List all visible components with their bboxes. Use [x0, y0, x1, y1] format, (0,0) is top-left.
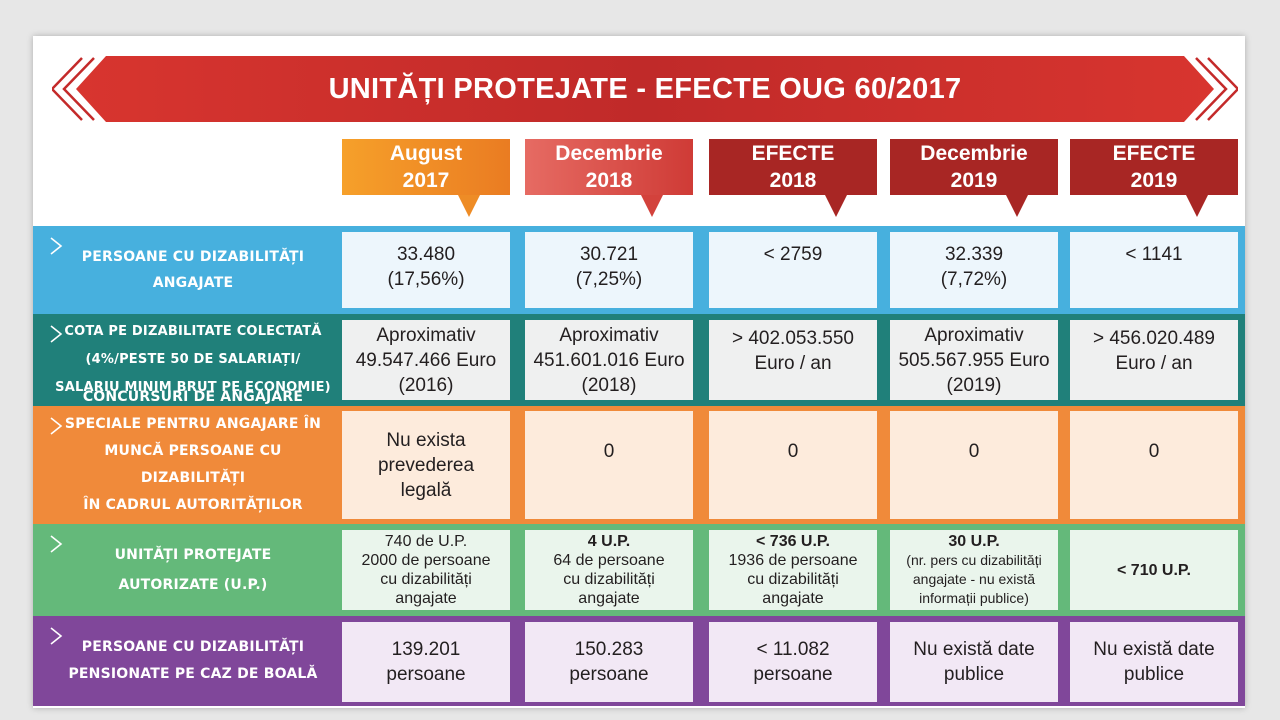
table-cell: Aproximativ 451.601.016 Euro (2018) [525, 320, 693, 400]
table-cell: < 710 U.P. [1070, 530, 1238, 610]
table-cell: 4 U.P. 64 de persoane cu dizabilități angaj… [525, 530, 693, 610]
table-cell: 139.201 persoane [342, 622, 510, 702]
table-cell: < 1141 [1070, 232, 1238, 308]
column-header-decembrie-2019: Decembrie 2019 [890, 139, 1058, 217]
column-header-august-2017: August 2017 [342, 139, 510, 217]
table-cell: 740 de U.P. 2000 de persoane cu dizabilită… [342, 530, 510, 610]
table-cell: 150.283 persoane [525, 622, 693, 702]
column-header-efecte-2018: EFECTE 2018 [709, 139, 877, 217]
banner-shape [52, 56, 1238, 122]
title-banner: UNITĂȚI PROTEJATE - EFECTE OUG 60/2017 [52, 56, 1238, 122]
table-cell: 0 [709, 411, 877, 519]
table-cell: < 736 U.P. 1936 de persoane cu dizabilităț… [709, 530, 877, 610]
table-cell: > 456.020.489 Euro / an [1070, 320, 1238, 400]
row-label-cota-dizabilitate: Cota pe dizabilitate colectată (4%/peste… [55, 324, 331, 395]
row-chevron-icon [50, 535, 63, 553]
table-cell: 0 [525, 411, 693, 519]
row-chevron-icon [50, 325, 63, 343]
table-cell: < 11.082 persoane [709, 622, 877, 702]
table-cell: Aproximativ 505.567.955 Euro (2019) [890, 320, 1058, 400]
table-cell: < 2759 [709, 232, 877, 308]
table-cell: Nu există date publice [1070, 622, 1238, 702]
row-label-concursuri-angajare: Concursuri de angajare speciale pentru a… [64, 389, 322, 540]
table-cell: 33.480 (17,56%) [342, 232, 510, 308]
table-cell: 30.721 (7,25%) [525, 232, 693, 308]
table-cell: Nu există date publice [890, 622, 1058, 702]
row-chevron-icon [50, 417, 63, 435]
page-title: UNITĂȚI PROTEJATE - EFECTE OUG 60/2017 [328, 73, 962, 105]
table-cell: 0 [890, 411, 1058, 519]
column-header-efecte-2019: EFECTE 2019 [1070, 139, 1238, 217]
table-cell: > 402.053.550 Euro / an [709, 320, 877, 400]
column-header-decembrie-2018: Decembrie 2018 [525, 139, 693, 217]
row-chevron-icon [50, 627, 63, 645]
table-cell: 30 U.P. (nr. pers cu dizabilități angajate… [890, 530, 1058, 610]
table-cell: Aproximativ 49.547.466 Euro (2016) [342, 320, 510, 400]
table-cell: 0 [1070, 411, 1238, 519]
row-label-persoane-pensionate: Persoane cu dizabilități pensionate pe c… [68, 639, 318, 682]
row-label-persoane-angajate: Persoane cu dizabilități angajate [81, 249, 305, 291]
row-label-unitati-protejate: Unități protejate autorizate (U.P.) [114, 547, 272, 593]
table-cell: 32.339 (7,72%) [890, 232, 1058, 308]
table-cell: Nu exista prevederea legală [342, 411, 510, 519]
row-chevron-icon [50, 237, 63, 255]
